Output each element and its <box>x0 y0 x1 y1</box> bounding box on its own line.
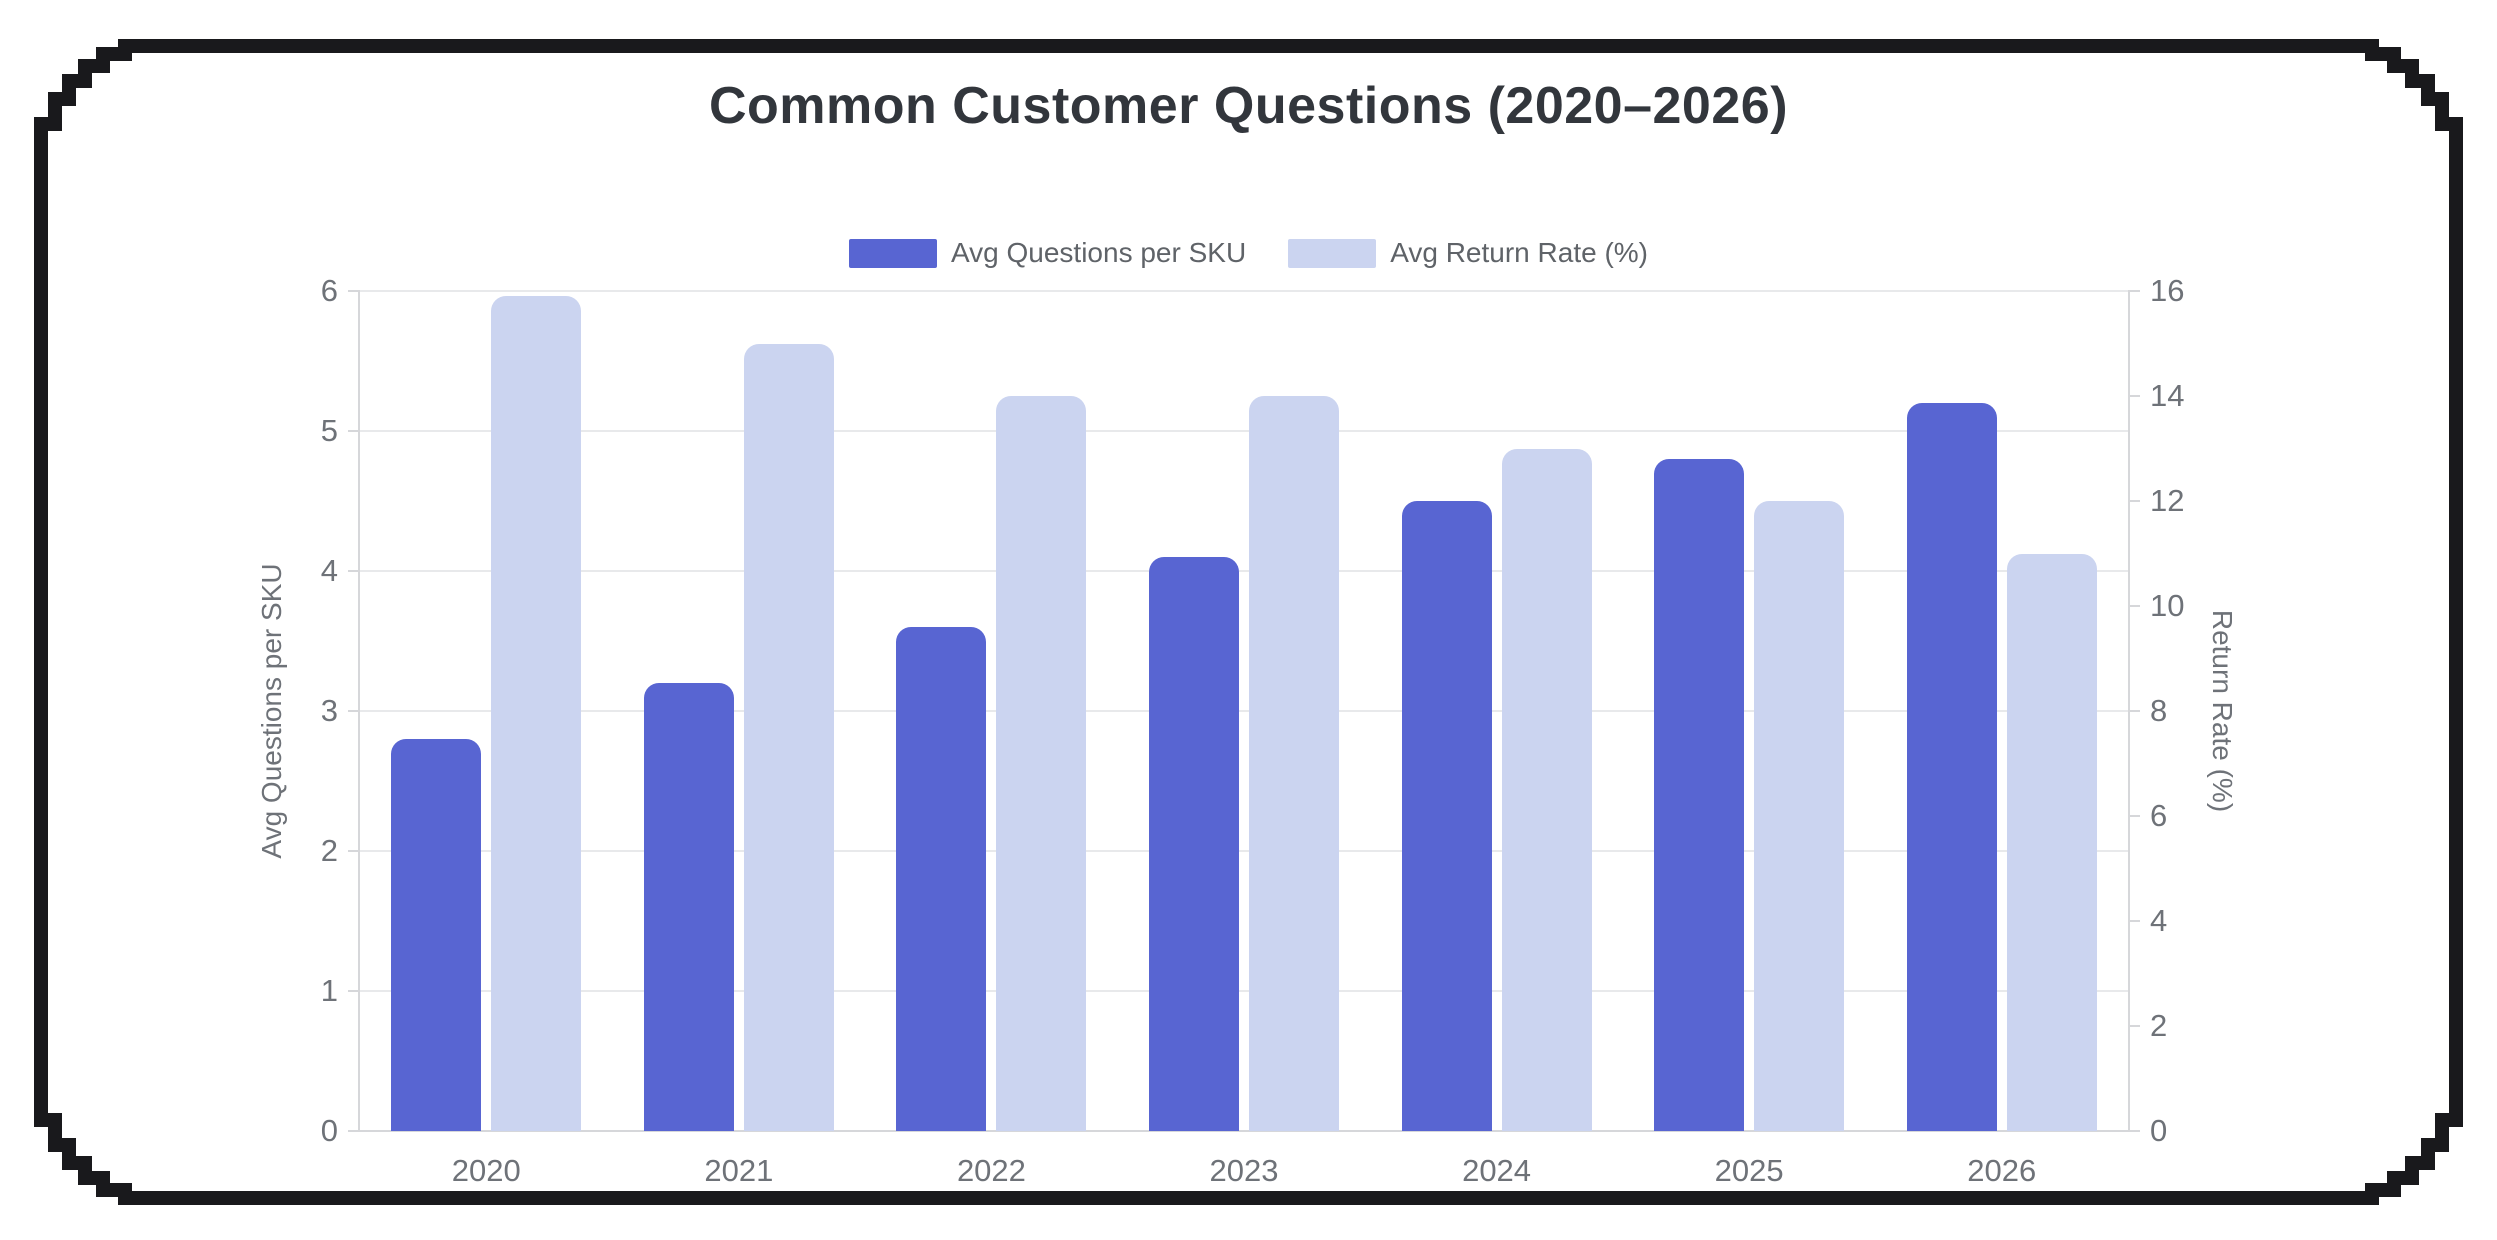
left-axis-line <box>358 291 360 1131</box>
legend-label-questions: Avg Questions per SKU <box>950 237 1247 268</box>
left-axis-tick-mark <box>348 570 360 572</box>
gridline <box>360 290 2128 292</box>
legend-label-return-rate: Avg Return Rate (%) <box>1390 237 1648 268</box>
right-axis-tick-mark <box>2128 1130 2140 1132</box>
right-axis-tick-mark <box>2128 1025 2140 1027</box>
right-axis-tick-mark <box>2128 815 2140 817</box>
x-axis-label: 2024 <box>1462 1153 1532 1188</box>
bar-return-rate-2026 <box>2006 553 2097 1131</box>
right-axis-tick-label: 8 <box>2150 693 2168 728</box>
bar-questions-2021 <box>643 683 734 1131</box>
gridline <box>360 430 2128 432</box>
right-axis-tick-label: 12 <box>2150 483 2185 518</box>
left-axis-tick-label: 4 <box>320 553 338 588</box>
bar-return-rate-2024 <box>1501 448 1592 1131</box>
gridline <box>360 570 2128 572</box>
x-axis-label: 2020 <box>451 1153 521 1188</box>
bar-questions-2023 <box>1149 557 1239 1131</box>
plot-area <box>360 290 2128 1132</box>
bar-return-rate-2022 <box>996 396 1087 1131</box>
gridline <box>360 710 2128 712</box>
left-axis-tick-label: 0 <box>320 1113 338 1148</box>
bar-questions-2020 <box>391 739 482 1131</box>
right-axis-tick-mark <box>2128 395 2140 397</box>
bar-questions-2024 <box>1401 501 1492 1131</box>
left-axis-tick-mark <box>348 1130 360 1132</box>
left-axis-tick-mark <box>348 290 360 292</box>
right-axis-tick-label: 10 <box>2150 588 2185 623</box>
legend-swatch-return-rate <box>1288 238 1377 268</box>
x-axis-label: 2026 <box>1967 1153 2037 1188</box>
left-axis-tick-label: 2 <box>320 833 338 868</box>
right-axis-tick-label: 6 <box>2150 798 2168 833</box>
right-axis-line <box>2128 291 2130 1131</box>
right-axis-tick-label: 14 <box>2150 378 2185 413</box>
x-axis-label: 2025 <box>1714 1153 1784 1188</box>
chart-title: Common Customer Questions (2020–2026) <box>708 77 1789 135</box>
right-axis-tick-mark <box>2128 290 2140 292</box>
legend-item-questions[interactable]: Avg Questions per SKU <box>848 237 1247 269</box>
right-axis-tick-mark <box>2128 710 2140 712</box>
bar-questions-2025 <box>1654 459 1745 1131</box>
x-axis-label: 2022 <box>956 1153 1026 1188</box>
left-axis-tick-label: 5 <box>320 413 338 448</box>
bar-questions-2026 <box>1906 403 1997 1131</box>
right-axis-tick-mark <box>2128 605 2140 607</box>
bar-questions-2022 <box>896 627 987 1131</box>
left-axis-tick-mark <box>348 710 360 712</box>
gridline <box>360 850 2128 852</box>
legend: Avg Questions per SKU Avg Return Rate (%… <box>0 237 2497 269</box>
left-axis-tick-mark <box>348 850 360 852</box>
right-axis-tick-label: 2 <box>2150 1008 2168 1043</box>
gridline <box>360 990 2128 992</box>
left-axis-tick-mark <box>348 430 360 432</box>
x-axis-label: 2023 <box>1209 1153 1279 1188</box>
bar-return-rate-2021 <box>743 343 834 1131</box>
left-axis-tick-labels: 0 1 2 3 4 5 6 <box>0 273 338 1148</box>
legend-swatch-questions <box>848 238 937 268</box>
bar-return-rate-2020 <box>491 296 582 1131</box>
bar-return-rate-2025 <box>1754 501 1845 1131</box>
left-axis-title: Avg Questions per SKU <box>256 563 287 859</box>
right-axis-title: Return Rate (%) <box>2207 609 2238 813</box>
right-axis-tick-mark <box>2128 500 2140 502</box>
left-axis-tick-label: 3 <box>320 693 338 728</box>
right-axis-tick-mark <box>2128 920 2140 922</box>
x-axis-label: 2021 <box>704 1153 774 1188</box>
right-axis-tick-label: 4 <box>2150 903 2168 938</box>
right-axis-tick-labels: 0 2 4 6 8 10 12 14 16 <box>2150 273 2270 1148</box>
left-axis-tick-mark <box>348 990 360 992</box>
x-axis-baseline <box>360 1130 2128 1132</box>
right-axis-tick-label: 16 <box>2150 273 2185 308</box>
legend-item-return-rate[interactable]: Avg Return Rate (%) <box>1288 237 1648 269</box>
left-axis-tick-label: 1 <box>320 973 338 1008</box>
left-axis-tick-label: 6 <box>320 273 338 308</box>
right-axis-tick-label: 0 <box>2150 1113 2168 1148</box>
bar-return-rate-2023 <box>1249 396 1339 1131</box>
